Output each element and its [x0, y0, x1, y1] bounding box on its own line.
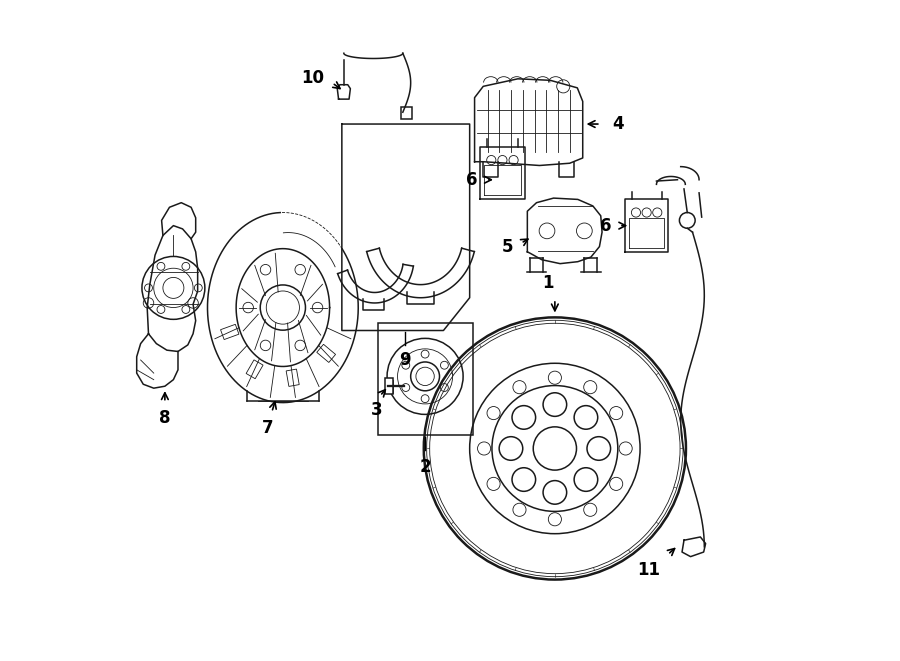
Bar: [220, 325, 238, 340]
Text: 4: 4: [613, 115, 625, 133]
Text: 3: 3: [371, 401, 382, 418]
Bar: [246, 360, 263, 379]
Text: 6: 6: [599, 217, 611, 235]
Bar: [317, 344, 336, 362]
Text: 10: 10: [302, 69, 324, 87]
Bar: [286, 369, 299, 387]
Bar: [385, 378, 393, 394]
Text: 5: 5: [501, 237, 513, 256]
Text: 6: 6: [466, 171, 478, 189]
Text: 2: 2: [419, 458, 431, 477]
Text: 1: 1: [543, 274, 554, 292]
Bar: [378, 323, 472, 436]
Bar: [401, 107, 412, 119]
Text: 9: 9: [400, 352, 411, 369]
Text: 11: 11: [636, 561, 660, 579]
Text: 7: 7: [262, 419, 274, 437]
Text: 8: 8: [159, 409, 171, 427]
